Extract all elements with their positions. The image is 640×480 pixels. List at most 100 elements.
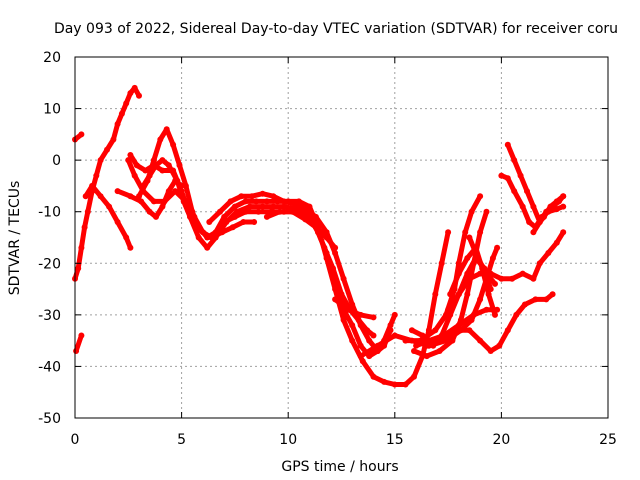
data-point <box>536 219 543 225</box>
data-point <box>494 244 501 251</box>
axis-ticks: 0 5 10 15 20 25 -50 -40 -30 -20 -10 0 10 20 <box>38 50 617 448</box>
data-point <box>483 270 490 277</box>
data-point <box>474 255 481 262</box>
data-point <box>487 348 494 354</box>
x-tick-label: 15 <box>386 432 404 448</box>
data-point <box>229 224 236 231</box>
data-point <box>150 198 157 205</box>
data-point <box>536 260 543 267</box>
data-point <box>466 275 473 282</box>
data-point <box>432 291 439 298</box>
data-point <box>159 157 166 164</box>
data-point <box>161 198 168 205</box>
data-point <box>462 229 469 236</box>
data-point <box>114 121 121 127</box>
data-point <box>289 208 296 215</box>
data-point <box>530 275 537 282</box>
data-point <box>349 301 356 308</box>
data-point <box>249 193 255 200</box>
data-point <box>521 301 528 308</box>
data-point <box>549 291 556 298</box>
data-point <box>340 317 347 323</box>
data-point <box>78 332 85 339</box>
data-point <box>560 229 567 236</box>
grid <box>75 57 608 418</box>
data-point <box>221 213 228 220</box>
data-point <box>75 265 82 272</box>
data-point <box>73 348 80 354</box>
data-point <box>78 131 85 138</box>
data-point <box>153 213 159 220</box>
data-point <box>89 182 96 189</box>
data-point <box>118 110 125 117</box>
data-point <box>402 381 409 388</box>
data-point <box>127 90 134 97</box>
y-tick-label: -20 <box>38 256 61 272</box>
data-point <box>136 193 142 200</box>
data-point <box>436 348 443 354</box>
y-tick-label: 0 <box>52 153 61 169</box>
data-point <box>504 175 511 182</box>
data-point <box>189 208 196 215</box>
data-point <box>387 322 394 329</box>
data-point <box>340 275 347 282</box>
data-point <box>84 208 91 215</box>
data-point <box>445 229 452 236</box>
data-point <box>172 188 179 195</box>
data-point <box>178 188 185 195</box>
data-point <box>477 296 484 303</box>
data-point <box>253 198 260 205</box>
data-point <box>163 126 170 133</box>
data-point <box>106 203 113 210</box>
data-point <box>545 250 552 256</box>
data-point <box>543 296 550 303</box>
data-point <box>195 224 202 231</box>
data-point <box>204 234 211 241</box>
data-point <box>212 229 219 236</box>
data-point <box>240 219 247 225</box>
data-point <box>553 239 560 246</box>
data-point <box>498 275 505 282</box>
data-point <box>374 342 381 349</box>
data-point <box>302 216 309 223</box>
data-point <box>509 275 516 282</box>
data-point <box>280 198 287 205</box>
data-point <box>157 136 164 143</box>
data-point <box>259 203 266 210</box>
data-point <box>443 311 449 318</box>
data-point <box>492 280 498 287</box>
data-point <box>560 203 567 210</box>
data-point <box>357 322 364 329</box>
data-point <box>445 306 452 313</box>
data-point <box>127 244 134 251</box>
data-point <box>477 193 484 200</box>
data-point <box>150 157 157 164</box>
data-point <box>483 306 490 313</box>
data-point <box>263 213 270 220</box>
data-point <box>477 337 484 344</box>
data-point <box>391 332 398 339</box>
chart-title: Day 093 of 2022, Sidereal Day-to-day VTE… <box>54 21 618 37</box>
data-point <box>524 188 530 195</box>
data-point <box>127 152 134 158</box>
data-point <box>496 342 503 349</box>
data-point <box>323 250 330 256</box>
data-point <box>438 260 445 267</box>
data-point <box>498 172 505 179</box>
series-arc-b <box>72 85 142 282</box>
data-point <box>231 213 238 220</box>
data-point <box>438 337 445 344</box>
data-point <box>332 250 339 256</box>
data-point <box>344 306 351 313</box>
data-point <box>217 208 223 215</box>
data-point <box>242 208 249 215</box>
data-point <box>159 167 166 174</box>
series-arc-w <box>498 173 566 230</box>
data-point <box>477 229 484 236</box>
data-point <box>464 291 471 298</box>
data-point <box>504 327 511 334</box>
data-point <box>483 208 490 215</box>
y-tick-label: -30 <box>38 308 61 324</box>
data-point <box>513 311 520 318</box>
data-point <box>204 244 211 251</box>
